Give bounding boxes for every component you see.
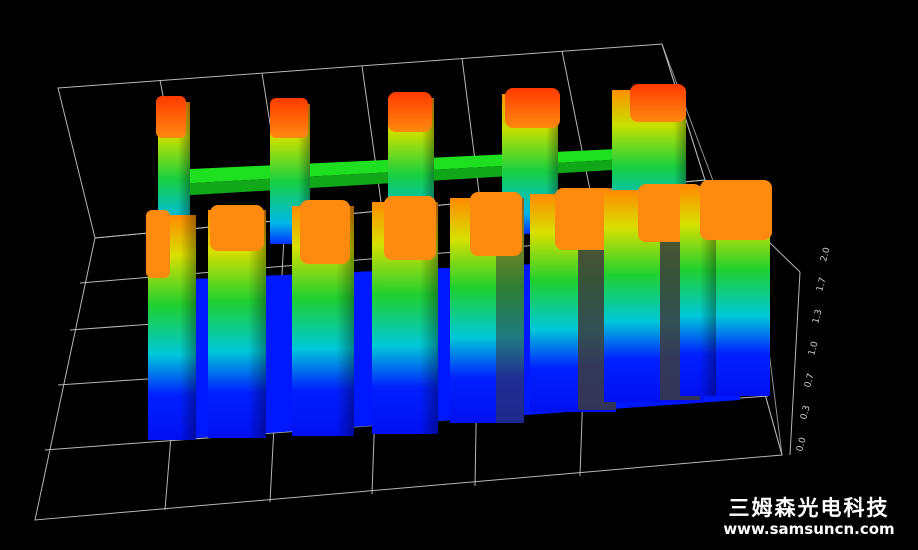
front-rib [292,200,354,436]
front-rib [680,180,772,396]
front-rib [450,192,524,423]
z-tick: 0.3 [799,404,812,420]
z-tick: 0.7 [803,372,816,388]
z-tick: 2.0 [819,246,832,263]
watermark-company-name: 三姆森光电科技 [728,496,890,520]
front-rib [372,196,438,434]
z-tick: 1.3 [811,308,824,324]
z-axis-ticks: 0.0 0.3 0.7 1.0 1.3 1.7 2.0 [795,246,832,453]
front-row-ribs [146,180,772,440]
z-tick: 1.7 [815,276,828,292]
front-rib [146,210,196,440]
front-rib [530,188,616,412]
z-tick: 1.0 [807,340,820,357]
watermark-url: www.samsuncn.com [723,520,895,538]
watermark: 三姆森光电科技 www.samsuncn.com [714,496,904,538]
z-tick: 0.0 [795,436,808,453]
front-rib [208,205,266,438]
